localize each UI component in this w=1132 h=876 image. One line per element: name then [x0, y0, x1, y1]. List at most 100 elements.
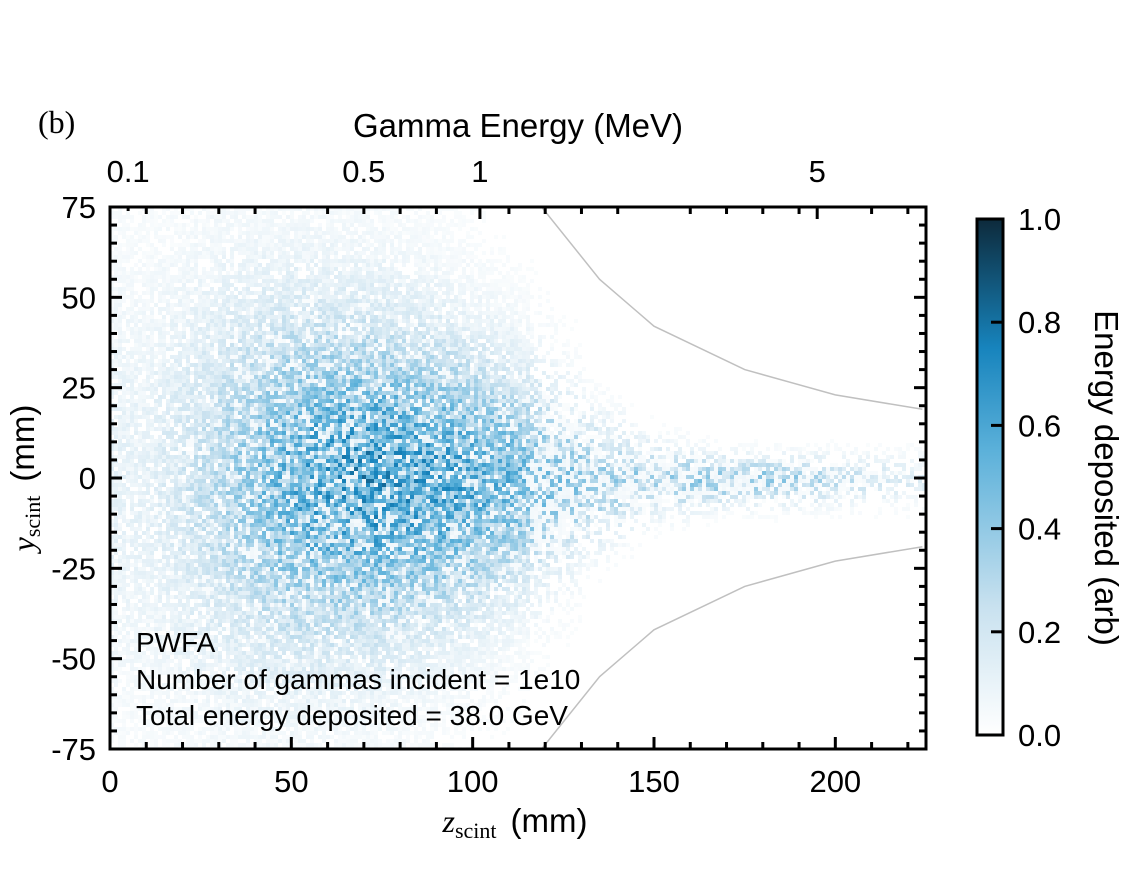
heatmap-cell [210, 479, 214, 483]
heatmap-cell [242, 479, 246, 483]
heatmap-cell [182, 735, 186, 739]
heatmap-cell [122, 575, 126, 579]
heatmap-cell [142, 703, 146, 707]
heatmap-cell [178, 539, 182, 543]
heatmap-cell [186, 675, 190, 679]
heatmap-cell [182, 471, 186, 475]
heatmap-cell [130, 699, 134, 703]
heatmap-cell [282, 311, 286, 315]
heatmap-cell [134, 579, 138, 583]
heatmap-cell [270, 699, 274, 703]
heatmap-cell [218, 703, 222, 707]
heatmap-cell [214, 483, 218, 487]
heatmap-cell [218, 295, 222, 299]
heatmap-cell [226, 535, 230, 539]
heatmap-cell [214, 547, 218, 551]
heatmap-cell [234, 467, 238, 471]
heatmap-cell [190, 383, 194, 387]
heatmap-cell [246, 587, 250, 591]
heatmap-cell [234, 323, 238, 327]
heatmap-cell [222, 515, 226, 519]
heatmap-cell [198, 615, 202, 619]
heatmap-cell [262, 223, 266, 227]
heatmap-cell [158, 367, 162, 371]
heatmap-cell [266, 431, 270, 435]
heatmap-cell [242, 399, 246, 403]
heatmap-cell [230, 599, 234, 603]
heatmap-cell [118, 451, 122, 455]
heatmap-cell [150, 343, 154, 347]
heatmap-cell [114, 515, 118, 519]
heatmap-cell [262, 323, 266, 327]
heatmap-cell [274, 287, 278, 291]
heatmap-cell [274, 531, 278, 535]
heatmap-cells [110, 207, 926, 749]
heatmap-cell [274, 635, 278, 639]
heatmap-cell [182, 227, 186, 231]
heatmap-cell [230, 267, 234, 271]
heatmap-cell [222, 351, 226, 355]
heatmap-cell [210, 671, 214, 675]
heatmap-cell [250, 363, 254, 367]
heatmap-cell [226, 479, 230, 483]
heatmap-cell [110, 447, 114, 451]
heatmap-cell [282, 419, 286, 423]
heatmap-cell [226, 543, 230, 547]
heatmap-cell [186, 427, 190, 431]
heatmap-cell [174, 583, 178, 587]
heatmap-cell [250, 515, 254, 519]
heatmap-cell [246, 403, 250, 407]
heatmap-cell [190, 691, 194, 695]
heatmap-cell [146, 575, 150, 579]
heatmap-cell [214, 387, 218, 391]
heatmap-cell [146, 227, 150, 231]
heatmap-cell [258, 671, 262, 675]
heatmap-cell [154, 443, 158, 447]
heatmap-cell [174, 287, 178, 291]
heatmap-cell [246, 363, 250, 367]
heatmap-cell [158, 571, 162, 575]
heatmap-cell [250, 291, 254, 295]
heatmap-cell [186, 371, 190, 375]
heatmap-cell [178, 475, 182, 479]
heatmap-cell [150, 619, 154, 623]
heatmap-cell [266, 543, 270, 547]
heatmap-cell [182, 355, 186, 359]
heatmap-cell [262, 351, 266, 355]
heatmap-cell [218, 271, 222, 275]
heatmap-cell [278, 711, 282, 715]
heatmap-cell [162, 551, 166, 555]
heatmap-cell [130, 667, 134, 671]
heatmap-cell [210, 543, 214, 547]
heatmap-cell [178, 615, 182, 619]
heatmap-cell [130, 215, 134, 219]
heatmap-cell [282, 259, 286, 263]
heatmap-cell [130, 411, 134, 415]
heatmap-cell [130, 739, 134, 743]
heatmap-cell [282, 459, 286, 463]
heatmap-cell [126, 459, 130, 463]
heatmap-cell [186, 563, 190, 567]
heatmap-cell [230, 699, 234, 703]
heatmap-cell [242, 507, 246, 511]
heatmap-cell [258, 743, 262, 747]
heatmap-cell [174, 255, 178, 259]
heatmap-cell [282, 299, 286, 303]
heatmap-cell [258, 447, 262, 451]
heatmap-cell [278, 251, 282, 255]
heatmap-cell [222, 231, 226, 235]
heatmap-cell [138, 227, 142, 231]
heatmap-cell [114, 251, 118, 255]
heatmap-cell [266, 739, 270, 743]
heatmap-cell [242, 619, 246, 623]
heatmap-cell [274, 691, 278, 695]
heatmap-cell [142, 567, 146, 571]
heatmap-cell [118, 279, 122, 283]
heatmap-cell [258, 643, 262, 647]
heatmap-cell [194, 415, 198, 419]
heatmap-cell [166, 207, 170, 211]
heatmap-cell [194, 311, 198, 315]
heatmap-cell [230, 303, 234, 307]
heatmap-cell [206, 695, 210, 699]
heatmap-cell [274, 623, 278, 627]
